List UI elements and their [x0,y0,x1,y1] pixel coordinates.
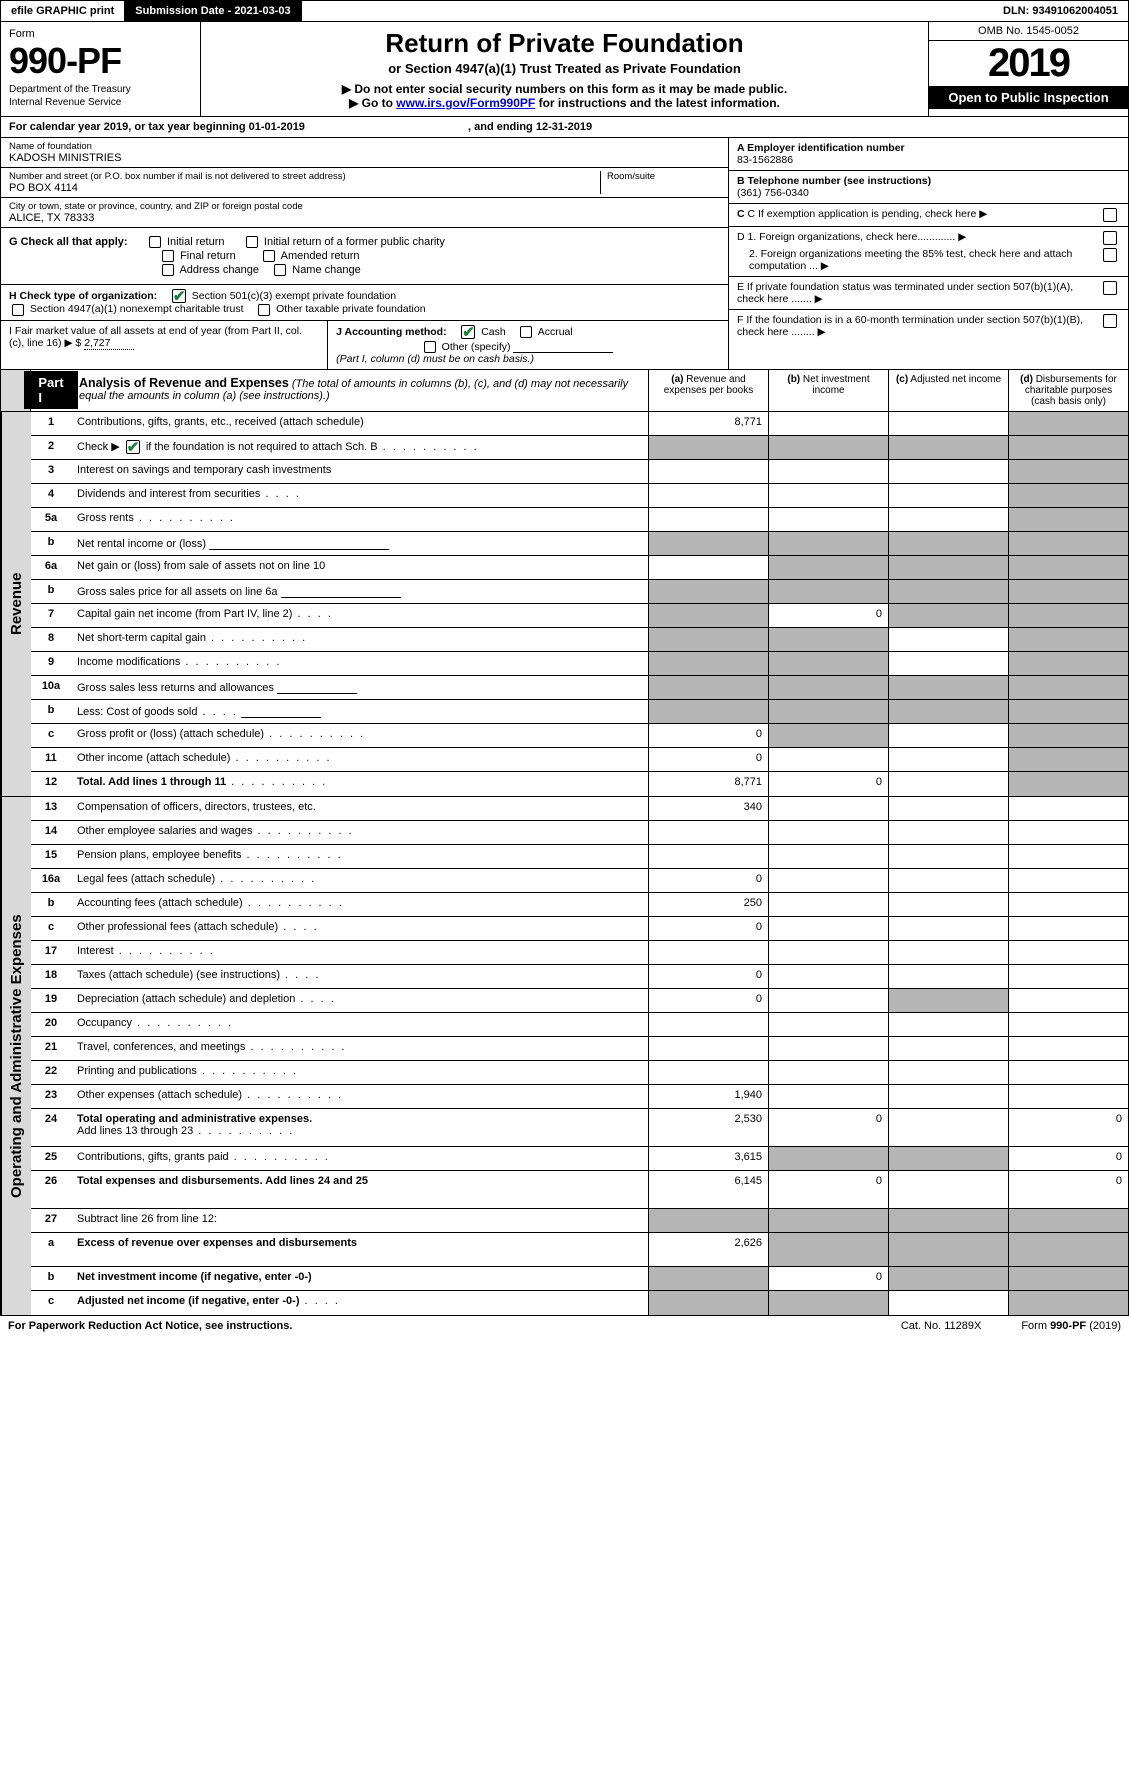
col-d-head: (d) Disbursements for charitable purpose… [1008,370,1128,411]
dept-irs: Internal Revenue Service [9,97,192,108]
open-public: Open to Public Inspection [929,86,1128,109]
section-j: J Accounting method: Cash Accrual Other … [328,321,728,369]
checkbox-sch-b[interactable] [126,440,140,454]
revenue-table: Revenue 1Contributions, gifts, grants, e… [0,412,1129,797]
form-number: 990-PF [9,40,192,82]
calendar-year-bar: For calendar year 2019, or tax year begi… [0,117,1129,138]
top-bar: efile GRAPHIC print Submission Date - 20… [0,0,1129,22]
tax-year: 2019 [929,41,1128,86]
form-title: Return of Private Foundation [211,28,918,59]
efile-label: efile GRAPHIC print [1,1,125,21]
form-link[interactable]: www.irs.gov/Form990PF [396,96,535,110]
city-label: City or town, state or province, country… [9,201,720,212]
expenses-table: Operating and Administrative Expenses 13… [0,797,1129,1316]
checkbox-501c3[interactable] [172,289,186,303]
checkbox-e[interactable] [1103,281,1117,295]
expenses-side-label: Operating and Administrative Expenses [1,797,31,1315]
form-header: Form 990-PF Department of the Treasury I… [0,22,1129,117]
checkbox-cash[interactable] [461,325,475,339]
checkbox-final-return[interactable] [162,250,174,262]
fmv-value: 2,727 [84,337,134,350]
checkbox-c[interactable] [1103,208,1117,222]
form-subtitle: or Section 4947(a)(1) Trust Treated as P… [211,61,918,76]
checkbox-f[interactable] [1103,314,1117,328]
note-goto: ▶ Go to www.irs.gov/Form990PF for instru… [211,96,918,110]
form-ref: Form 990-PF (2019) [1021,1320,1121,1332]
checkbox-initial-former[interactable] [246,236,258,248]
name-label: Name of foundation [9,141,720,152]
tel-label: B Telephone number (see instructions) [737,175,931,187]
checkbox-other-taxable[interactable] [258,304,270,316]
form-word: Form [9,28,192,40]
addr-value: PO BOX 4114 [9,182,600,194]
ein-value: 83-1562886 [737,154,793,166]
submission-date: Submission Date - 2021-03-03 [125,1,301,21]
col-b-head: (b) Net investment income [768,370,888,411]
note-ssn: ▶ Do not enter social security numbers o… [211,82,918,96]
paperwork-notice: For Paperwork Reduction Act Notice, see … [8,1320,292,1332]
section-g: G Check all that apply: Initial return I… [1,228,728,285]
section-i: I Fair market value of all assets at end… [1,321,328,369]
col-a-head: (a)(a) Revenue and expenses per books Re… [648,370,768,411]
checkbox-name-change[interactable] [274,264,286,276]
city-value: ALICE, TX 78333 [9,212,720,224]
addr-label: Number and street (or P.O. box number if… [9,171,600,182]
part1-header: Part I Analysis of Revenue and Expenses … [0,370,1129,412]
checkbox-initial-return[interactable] [149,236,161,248]
info-grid: Name of foundation KADOSH MINISTRIES Num… [0,138,1129,370]
part1-label: Part I [24,371,77,409]
checkbox-d2[interactable] [1103,248,1117,262]
section-h: H Check type of organization: Section 50… [1,285,728,320]
dln-label: DLN: 93491062004051 [993,1,1128,21]
checkbox-amended-return[interactable] [263,250,275,262]
cat-no: Cat. No. 11289X [901,1320,982,1332]
page-footer: For Paperwork Reduction Act Notice, see … [0,1316,1129,1336]
revenue-side-label: Revenue [1,412,31,796]
col-c-head: (c) Adjusted net income [888,370,1008,411]
checkbox-d1[interactable] [1103,231,1117,245]
omb-number: OMB No. 1545-0052 [929,22,1128,41]
tel-value: (361) 756-0340 [737,187,809,199]
checkbox-address-change[interactable] [162,264,174,276]
ein-label: A Employer identification number [737,142,905,154]
checkbox-other-method[interactable] [424,341,436,353]
room-label: Room/suite [607,171,720,182]
checkbox-accrual[interactable] [520,326,532,338]
dept-treasury: Department of the Treasury [9,84,192,95]
foundation-name: KADOSH MINISTRIES [9,152,720,164]
checkbox-4947[interactable] [12,304,24,316]
